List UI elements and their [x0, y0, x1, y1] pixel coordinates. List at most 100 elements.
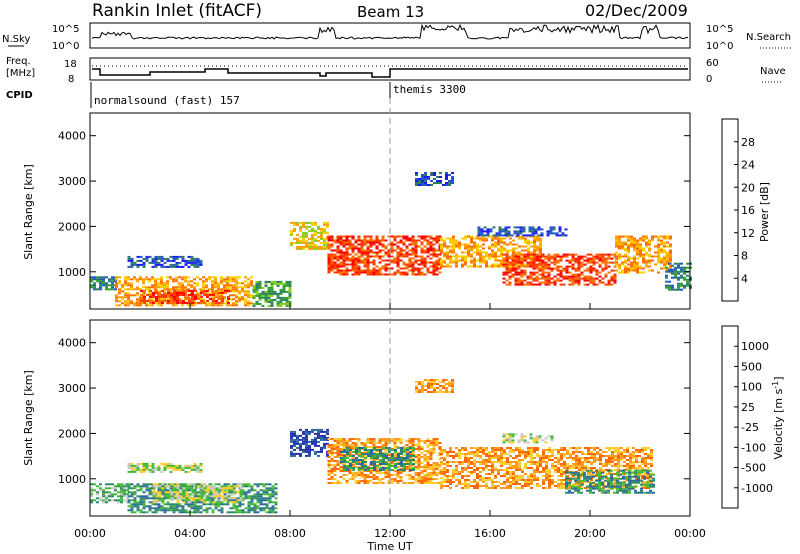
data-cell [455, 485, 458, 487]
data-cell [495, 234, 499, 237]
data-cell [408, 466, 412, 468]
data-cell [178, 298, 181, 301]
data-cell [314, 239, 317, 242]
data-cell [288, 288, 292, 291]
data-cell [351, 444, 355, 446]
data-cell [194, 293, 197, 296]
data-cell [154, 255, 158, 258]
data-cell [351, 267, 355, 270]
data-cell [452, 255, 455, 258]
data-cell [226, 286, 229, 289]
data-cell [448, 184, 451, 186]
data-cell [479, 265, 482, 268]
data-cell [182, 493, 186, 496]
data-cell [264, 284, 268, 287]
data-cell [193, 263, 197, 266]
data-cell [528, 228, 532, 231]
data-cell [483, 226, 487, 229]
data-cell [179, 301, 182, 304]
data-cell [467, 483, 470, 485]
data-cell [96, 501, 99, 504]
data-cell [387, 259, 391, 262]
freq-trace [92, 68, 688, 78]
data-cell [601, 281, 605, 284]
data-cell [93, 284, 96, 287]
data-cell [352, 469, 355, 471]
data-cell [370, 453, 373, 455]
data-cell [564, 234, 568, 237]
data-cell [130, 493, 134, 496]
data-cell [402, 454, 406, 456]
data-cell [250, 499, 254, 502]
data-cell [424, 174, 427, 176]
data-cell [512, 249, 515, 252]
data-cell [238, 290, 241, 293]
data-cell [509, 237, 512, 240]
data-cell [348, 440, 352, 442]
data-cell [509, 241, 512, 244]
data-cell [432, 261, 436, 264]
data-cell [666, 257, 669, 260]
data-cell [327, 265, 331, 268]
data-cell [256, 511, 260, 514]
data-cell [423, 454, 427, 456]
data-cell [256, 501, 260, 504]
data-cell [535, 257, 539, 260]
data-cell [369, 470, 373, 472]
data-cell [354, 253, 358, 256]
data-cell [451, 176, 454, 178]
data-cell [151, 497, 155, 500]
data-cell [262, 507, 266, 510]
data-cell [506, 463, 509, 465]
data-cell [430, 172, 433, 174]
data-cell [426, 267, 430, 270]
data-cell [536, 247, 539, 250]
data-cell [420, 482, 424, 484]
data-cell [152, 489, 156, 492]
data-cell [167, 301, 170, 304]
data-cell [429, 243, 433, 246]
data-cell [111, 495, 114, 498]
data-cell [539, 241, 542, 244]
data-cell [333, 460, 337, 462]
data-cell [452, 457, 455, 459]
data-cell [299, 245, 302, 248]
data-cell [503, 243, 506, 246]
data-cell [181, 282, 184, 285]
data-cell [268, 495, 272, 498]
data-cell [630, 267, 633, 270]
data-cell [391, 455, 394, 457]
data-cell [666, 237, 669, 240]
data-cell [405, 273, 409, 276]
data-cell [220, 280, 223, 283]
data-cell [220, 485, 224, 488]
data-cell [417, 458, 421, 460]
data-cell [513, 232, 517, 235]
data-cell [536, 245, 539, 248]
data-cell [247, 286, 250, 289]
data-cell [290, 452, 293, 455]
data-cell [290, 438, 293, 441]
data-cell [464, 457, 467, 459]
data-cell [464, 257, 467, 260]
data-cell [621, 269, 624, 272]
data-cell [464, 255, 467, 258]
data-cell [657, 235, 660, 238]
data-cell [680, 270, 683, 273]
data-cell [270, 284, 274, 287]
data-cell [351, 478, 355, 480]
data-cell [440, 477, 443, 479]
data-cell [482, 239, 485, 242]
data-cell [305, 428, 308, 431]
data-cell [244, 493, 248, 496]
data-cell [517, 265, 521, 268]
data-cell [515, 481, 518, 483]
data-cell [256, 497, 260, 500]
data-cell [467, 459, 470, 461]
data-cell [339, 261, 343, 264]
data-cell [443, 475, 446, 477]
data-cell [178, 493, 182, 496]
data-cell [190, 286, 193, 289]
data-cell [160, 259, 164, 262]
